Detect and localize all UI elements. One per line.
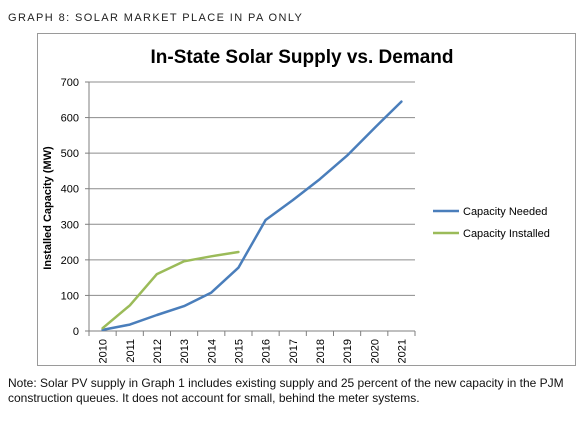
- y-tick-labels: 0 100 200 300 400 500 600 700: [61, 77, 79, 338]
- legend-label-capacity-needed: Capacity Needed: [463, 206, 547, 218]
- footnote-line-1: Note: Solar PV supply in Graph 1 include…: [8, 376, 564, 390]
- x-tick-label: 2019: [342, 339, 354, 363]
- x-tick-label: 2018: [315, 339, 327, 363]
- series-line-capacity-installed: [101, 250, 240, 330]
- legend: Capacity Needed Capacity Installed: [433, 206, 550, 240]
- x-tick-label: 2020: [369, 339, 381, 363]
- y-tick-label: 600: [61, 113, 79, 125]
- chart-frame: [37, 33, 576, 366]
- x-tick-label: 2016: [261, 339, 273, 363]
- legend-label-capacity-installed: Capacity Installed: [463, 228, 550, 240]
- y-tick-label: 100: [61, 290, 79, 302]
- y-tick-label: 0: [73, 326, 79, 338]
- gridlines: [89, 81, 415, 296]
- x-tick-label: 2012: [152, 339, 164, 363]
- x-tick-label: 2010: [98, 339, 110, 363]
- x-tick-label: 2015: [233, 339, 245, 363]
- y-tick-label: 300: [61, 219, 79, 231]
- graph-header: GRAPH 8: SOLAR MARKET PLACE IN PA ONLY: [8, 12, 304, 24]
- footnote: Note: Solar PV supply in Graph 1 include…: [8, 376, 586, 406]
- y-tick-label: 200: [61, 255, 79, 267]
- y-tick-label: 400: [61, 184, 79, 196]
- y-tick-label: 500: [61, 148, 79, 160]
- x-tick-labels: 2010 2011 2012 2013 2014 2015 2016 2017 2018 2019…: [98, 339, 409, 363]
- x-tick-label: 2013: [179, 339, 191, 363]
- x-tick-label: 2021: [396, 339, 408, 363]
- chart-title: In-State Solar Supply vs. Demand: [150, 47, 453, 68]
- x-tick-label: 2017: [288, 339, 300, 363]
- x-tick-label: 2011: [125, 339, 137, 363]
- y-axis-label: Installed Capacity (MW): [42, 146, 54, 270]
- series-lines: [101, 100, 403, 332]
- series-line-capacity-needed: [101, 100, 403, 332]
- footnote-line-2: construction queues. It does not account…: [8, 391, 420, 405]
- x-tick-label: 2014: [206, 339, 218, 363]
- y-tick-label: 700: [61, 77, 79, 89]
- axes: [85, 81, 416, 336]
